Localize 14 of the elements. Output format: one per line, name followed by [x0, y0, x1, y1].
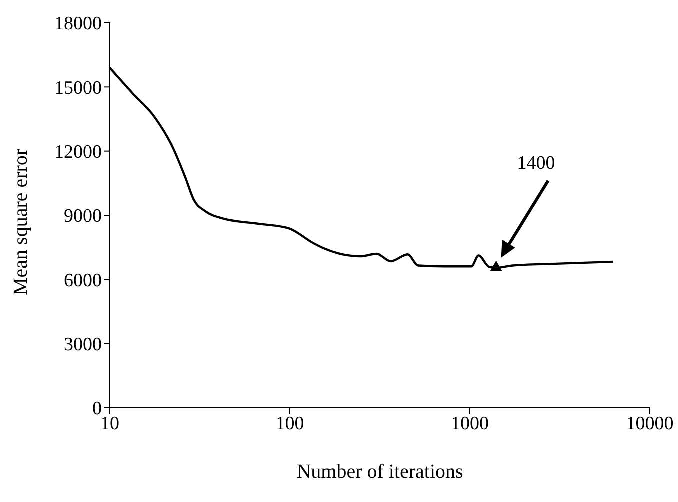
y-tick-label: 3000: [64, 334, 102, 356]
x-axis-title: Number of iterations: [296, 461, 464, 483]
y-axis-title: Mean square error: [10, 148, 32, 296]
x-tick-label: 10000: [626, 413, 674, 434]
y-tick-label: 15000: [54, 78, 102, 99]
x-tick-label: 100: [276, 413, 304, 434]
x-tick-label: 1000: [451, 413, 489, 434]
y-tick-label: 6000: [64, 270, 102, 292]
y-tick-label: 9000: [64, 206, 102, 228]
x-tick-label: 10: [100, 413, 120, 434]
y-tick-label: 18000: [54, 14, 102, 35]
annotation: 1400: [517, 152, 556, 174]
y-tick-label: 12000: [54, 142, 102, 164]
y-tick-label: 0: [92, 398, 102, 420]
